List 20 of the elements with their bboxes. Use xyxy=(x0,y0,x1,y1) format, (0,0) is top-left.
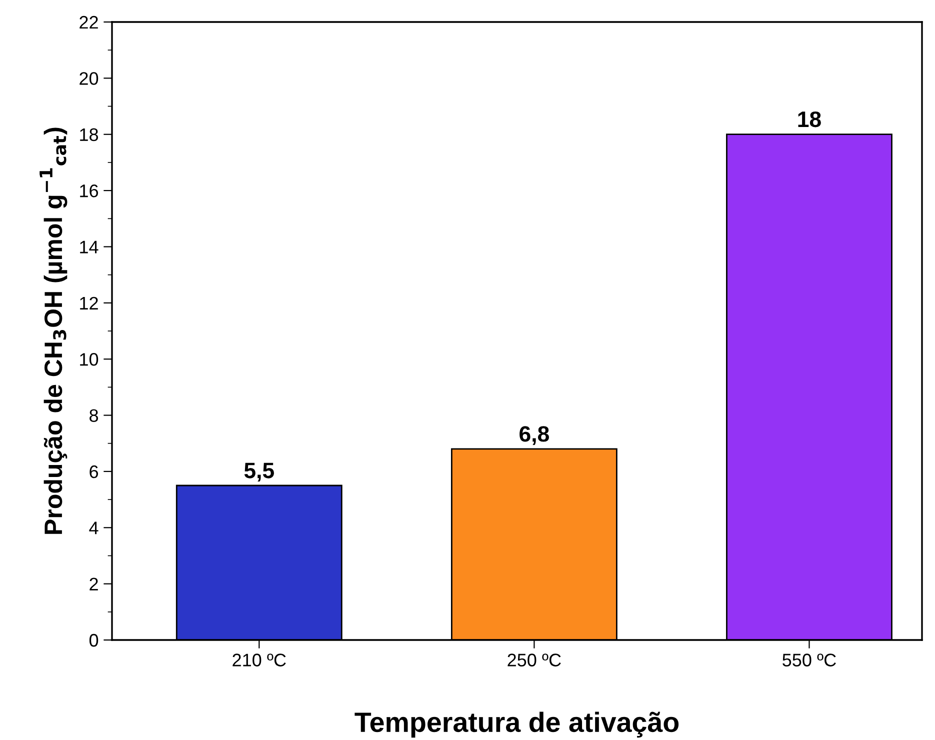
y-tick-label: 2 xyxy=(90,578,98,590)
data-label: 18 xyxy=(798,111,821,128)
data-label: 5,5 xyxy=(244,462,274,482)
x-tick-label: 210 ºC xyxy=(232,654,286,666)
y-tick-label: 20 xyxy=(80,72,98,85)
y-tick-label: 22 xyxy=(80,16,98,29)
x-tick-label: 250 ºC xyxy=(508,654,561,666)
y-tick-label: 4 xyxy=(89,522,98,534)
y-tick-label: 0 xyxy=(89,634,98,647)
y-tick-label: 10 xyxy=(80,353,98,366)
y-tick-label: 14 xyxy=(80,240,98,254)
data-label: 6,8 xyxy=(520,426,549,446)
y-tick-label: 8 xyxy=(90,409,98,422)
y-axis-title: Produção de CH$_{3}$OH (µmol g$^{−1}$$_{cat}$) xyxy=(40,128,68,534)
y-tick-label: 6 xyxy=(90,465,98,478)
y-tick-label: 16 xyxy=(80,184,98,198)
x-axis-title: Temperatura de ativação xyxy=(354,712,679,738)
y-tick-label: 12 xyxy=(80,296,98,310)
y-tick-label: 18 xyxy=(80,128,98,142)
x-tick-label: 550 ºC xyxy=(782,654,836,666)
